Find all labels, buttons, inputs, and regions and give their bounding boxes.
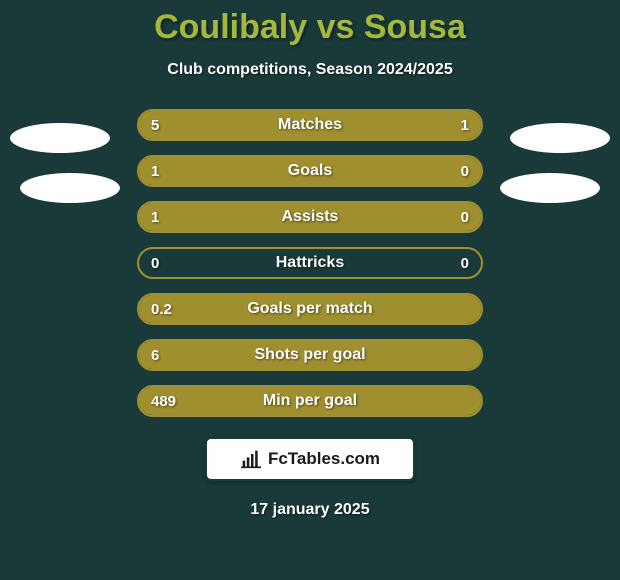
stat-bar-fill-left [139, 341, 481, 369]
stat-bar-fill-left [139, 203, 413, 231]
stat-row: Min per goal489 [0, 385, 620, 417]
brand-text: FcTables.com [268, 449, 380, 469]
brand-badge[interactable]: FcTables.com [205, 437, 415, 481]
stat-value-left: 0 [151, 249, 159, 277]
stat-row: Goals10 [0, 155, 620, 187]
stat-row: Matches51 [0, 109, 620, 141]
date-text: 17 january 2025 [0, 501, 620, 519]
subtitle: Club competitions, Season 2024/2025 [0, 61, 620, 79]
stat-row: Hattricks0 0 [0, 247, 620, 279]
stat-value-right: 0 [461, 249, 469, 277]
stat-bar-fill-left [139, 387, 481, 415]
stat-bar-track: Shots per goal6 [137, 339, 483, 371]
stat-label: Hattricks [139, 249, 481, 277]
stat-bar-fill-left [139, 295, 481, 323]
stat-bar-track: Hattricks0 0 [137, 247, 483, 279]
stat-row: Goals per match0.2 [0, 293, 620, 325]
stat-bar-track: Min per goal489 [137, 385, 483, 417]
stat-bar-fill-right [402, 111, 481, 139]
stat-bar-fill-right [413, 203, 481, 231]
stat-row: Assists10 [0, 201, 620, 233]
comparison-infographic: Coulibaly vs Sousa Club competitions, Se… [0, 0, 620, 580]
stat-bar-fill-left [139, 157, 413, 185]
stat-bar-fill-left [139, 111, 402, 139]
stat-bar-track: Goals per match0.2 [137, 293, 483, 325]
bars-chart-icon [240, 449, 262, 469]
stat-bar-fill-right [413, 157, 481, 185]
stat-bar-track: Matches51 [137, 109, 483, 141]
stat-row: Shots per goal6 [0, 339, 620, 371]
stats-rows: Matches51 Goals10 Assists10 Hattricks0 0 Goal… [0, 109, 620, 417]
page-title: Coulibaly vs Sousa [0, 8, 620, 47]
stat-bar-track: Goals10 [137, 155, 483, 187]
stat-bar-track: Assists10 [137, 201, 483, 233]
